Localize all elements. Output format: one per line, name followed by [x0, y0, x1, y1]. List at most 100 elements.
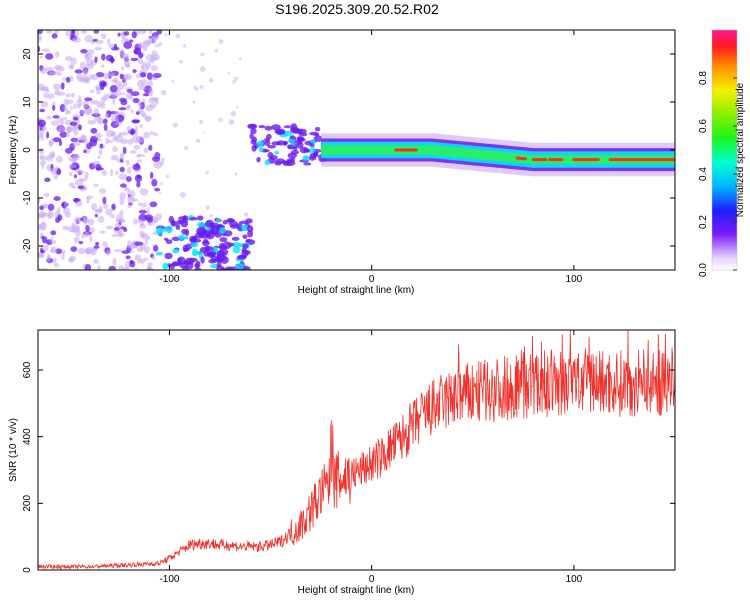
noise-blob: [175, 33, 181, 39]
noise-blob: [65, 93, 71, 98]
noise-blob: [179, 192, 186, 198]
onset-blob: [271, 124, 281, 131]
y-tick-label: 400: [22, 428, 33, 445]
noise-blob: [38, 266, 41, 270]
y-tick-label: 20: [22, 48, 33, 60]
noise-blob: [129, 260, 136, 268]
noise-blob: [134, 241, 144, 246]
y-tick-label: 600: [22, 361, 33, 378]
noise-blob: [46, 30, 53, 34]
noise-blob: [46, 256, 51, 262]
noise-blob: [238, 57, 242, 61]
noise-blob: [39, 205, 45, 211]
noise-blob: [73, 236, 80, 244]
noise-blob: [85, 63, 94, 70]
noise-blob: [125, 176, 132, 183]
noise-blob: [106, 249, 111, 256]
noise-blob: [49, 211, 55, 218]
noise-blob: [61, 252, 65, 261]
onset-blob: [256, 156, 261, 163]
noise-blob: [138, 213, 148, 222]
noise-blob: [110, 56, 114, 64]
noise-blob: [50, 230, 57, 236]
noise-blob: [141, 79, 148, 87]
noise-blob: [111, 115, 116, 123]
noise-blob: [38, 34, 43, 42]
noise-blob: [138, 209, 147, 214]
onset-blob: [274, 150, 280, 155]
onset-blob: [274, 161, 282, 166]
noise-blob: [109, 84, 118, 93]
noise-blob: [137, 159, 143, 163]
noise-blob: [199, 119, 204, 125]
noise-blob: [39, 160, 47, 166]
noise-blob: [151, 255, 156, 260]
noise-blob: [121, 66, 125, 71]
noise-blob: [95, 241, 100, 246]
noise-blob: [141, 202, 147, 208]
noise-blob: [112, 257, 117, 266]
noise-blob: [52, 239, 57, 245]
snr-plot-area: [38, 330, 675, 570]
low-freq-blob: [245, 218, 253, 224]
spectrogram-xlabel: Height of straight line (km): [298, 285, 415, 296]
colorbar-ticks: 0.0 0.2 0.4 0.6 0.8: [698, 71, 737, 277]
low-freq-blob: [226, 218, 234, 223]
noise-blob: [108, 265, 117, 270]
noise-blob: [62, 225, 70, 231]
noise-blob: [126, 88, 133, 93]
chart-title: S196.2025.309.20.52.R02: [275, 1, 439, 17]
onset-blob: [250, 139, 257, 145]
noise-blob: [45, 53, 54, 60]
noise-blob: [115, 170, 119, 176]
noise-blob: [132, 135, 141, 144]
noise-blob: [68, 156, 77, 162]
noise-blob: [39, 155, 49, 161]
noise-blob: [74, 225, 81, 231]
noise-blob: [62, 249, 66, 255]
noise-blob: [205, 170, 209, 175]
noise-blob: [130, 91, 140, 97]
noise-blob: [154, 97, 159, 105]
noise-blob: [52, 137, 62, 143]
noise-blob: [140, 64, 145, 71]
noise-blob: [101, 170, 108, 176]
noise-blob: [135, 111, 140, 115]
noise-blob: [64, 201, 68, 208]
low-freq-blob: [182, 247, 190, 252]
noise-blob: [46, 116, 52, 120]
noise-blob: [124, 186, 128, 190]
low-freq-blob: [164, 252, 173, 260]
colorbar-tick-label: 0.6: [698, 119, 709, 133]
noise-blob: [136, 181, 141, 188]
noise-blob: [43, 204, 49, 209]
noise-blob: [118, 265, 125, 270]
noise-blob: [139, 72, 147, 78]
noise-blob: [78, 241, 84, 245]
noise-blob: [113, 110, 120, 117]
noise-blob: [110, 154, 119, 161]
noise-blob: [129, 96, 133, 101]
snr-axes: -100 0 100 0 200 400 600: [22, 330, 675, 585]
noise-blob: [69, 75, 74, 83]
noise-blob: [41, 164, 45, 170]
noise-blob: [59, 131, 68, 138]
noise-blob: [63, 98, 69, 107]
noise-blob: [118, 107, 127, 111]
onset-blob: [264, 125, 273, 131]
colorbar: 0.0 0.2 0.4 0.6 0.8 Normalized spectral ampl…: [698, 29, 746, 277]
low-freq-blob: [222, 219, 229, 225]
noise-blob: [77, 247, 86, 255]
snr-series-line: [38, 330, 675, 570]
noise-blob: [48, 139, 55, 146]
noise-blob: [75, 229, 81, 238]
noise-blob: [54, 30, 59, 34]
noise-blob: [148, 144, 153, 151]
noise-blob: [143, 131, 150, 139]
y-tick-label: 0: [22, 567, 33, 573]
noise-blob: [51, 33, 58, 39]
noise-blob: [142, 93, 150, 97]
low-freq-blob: [235, 263, 245, 270]
noise-blob: [158, 41, 163, 46]
noise-blob: [118, 173, 128, 181]
